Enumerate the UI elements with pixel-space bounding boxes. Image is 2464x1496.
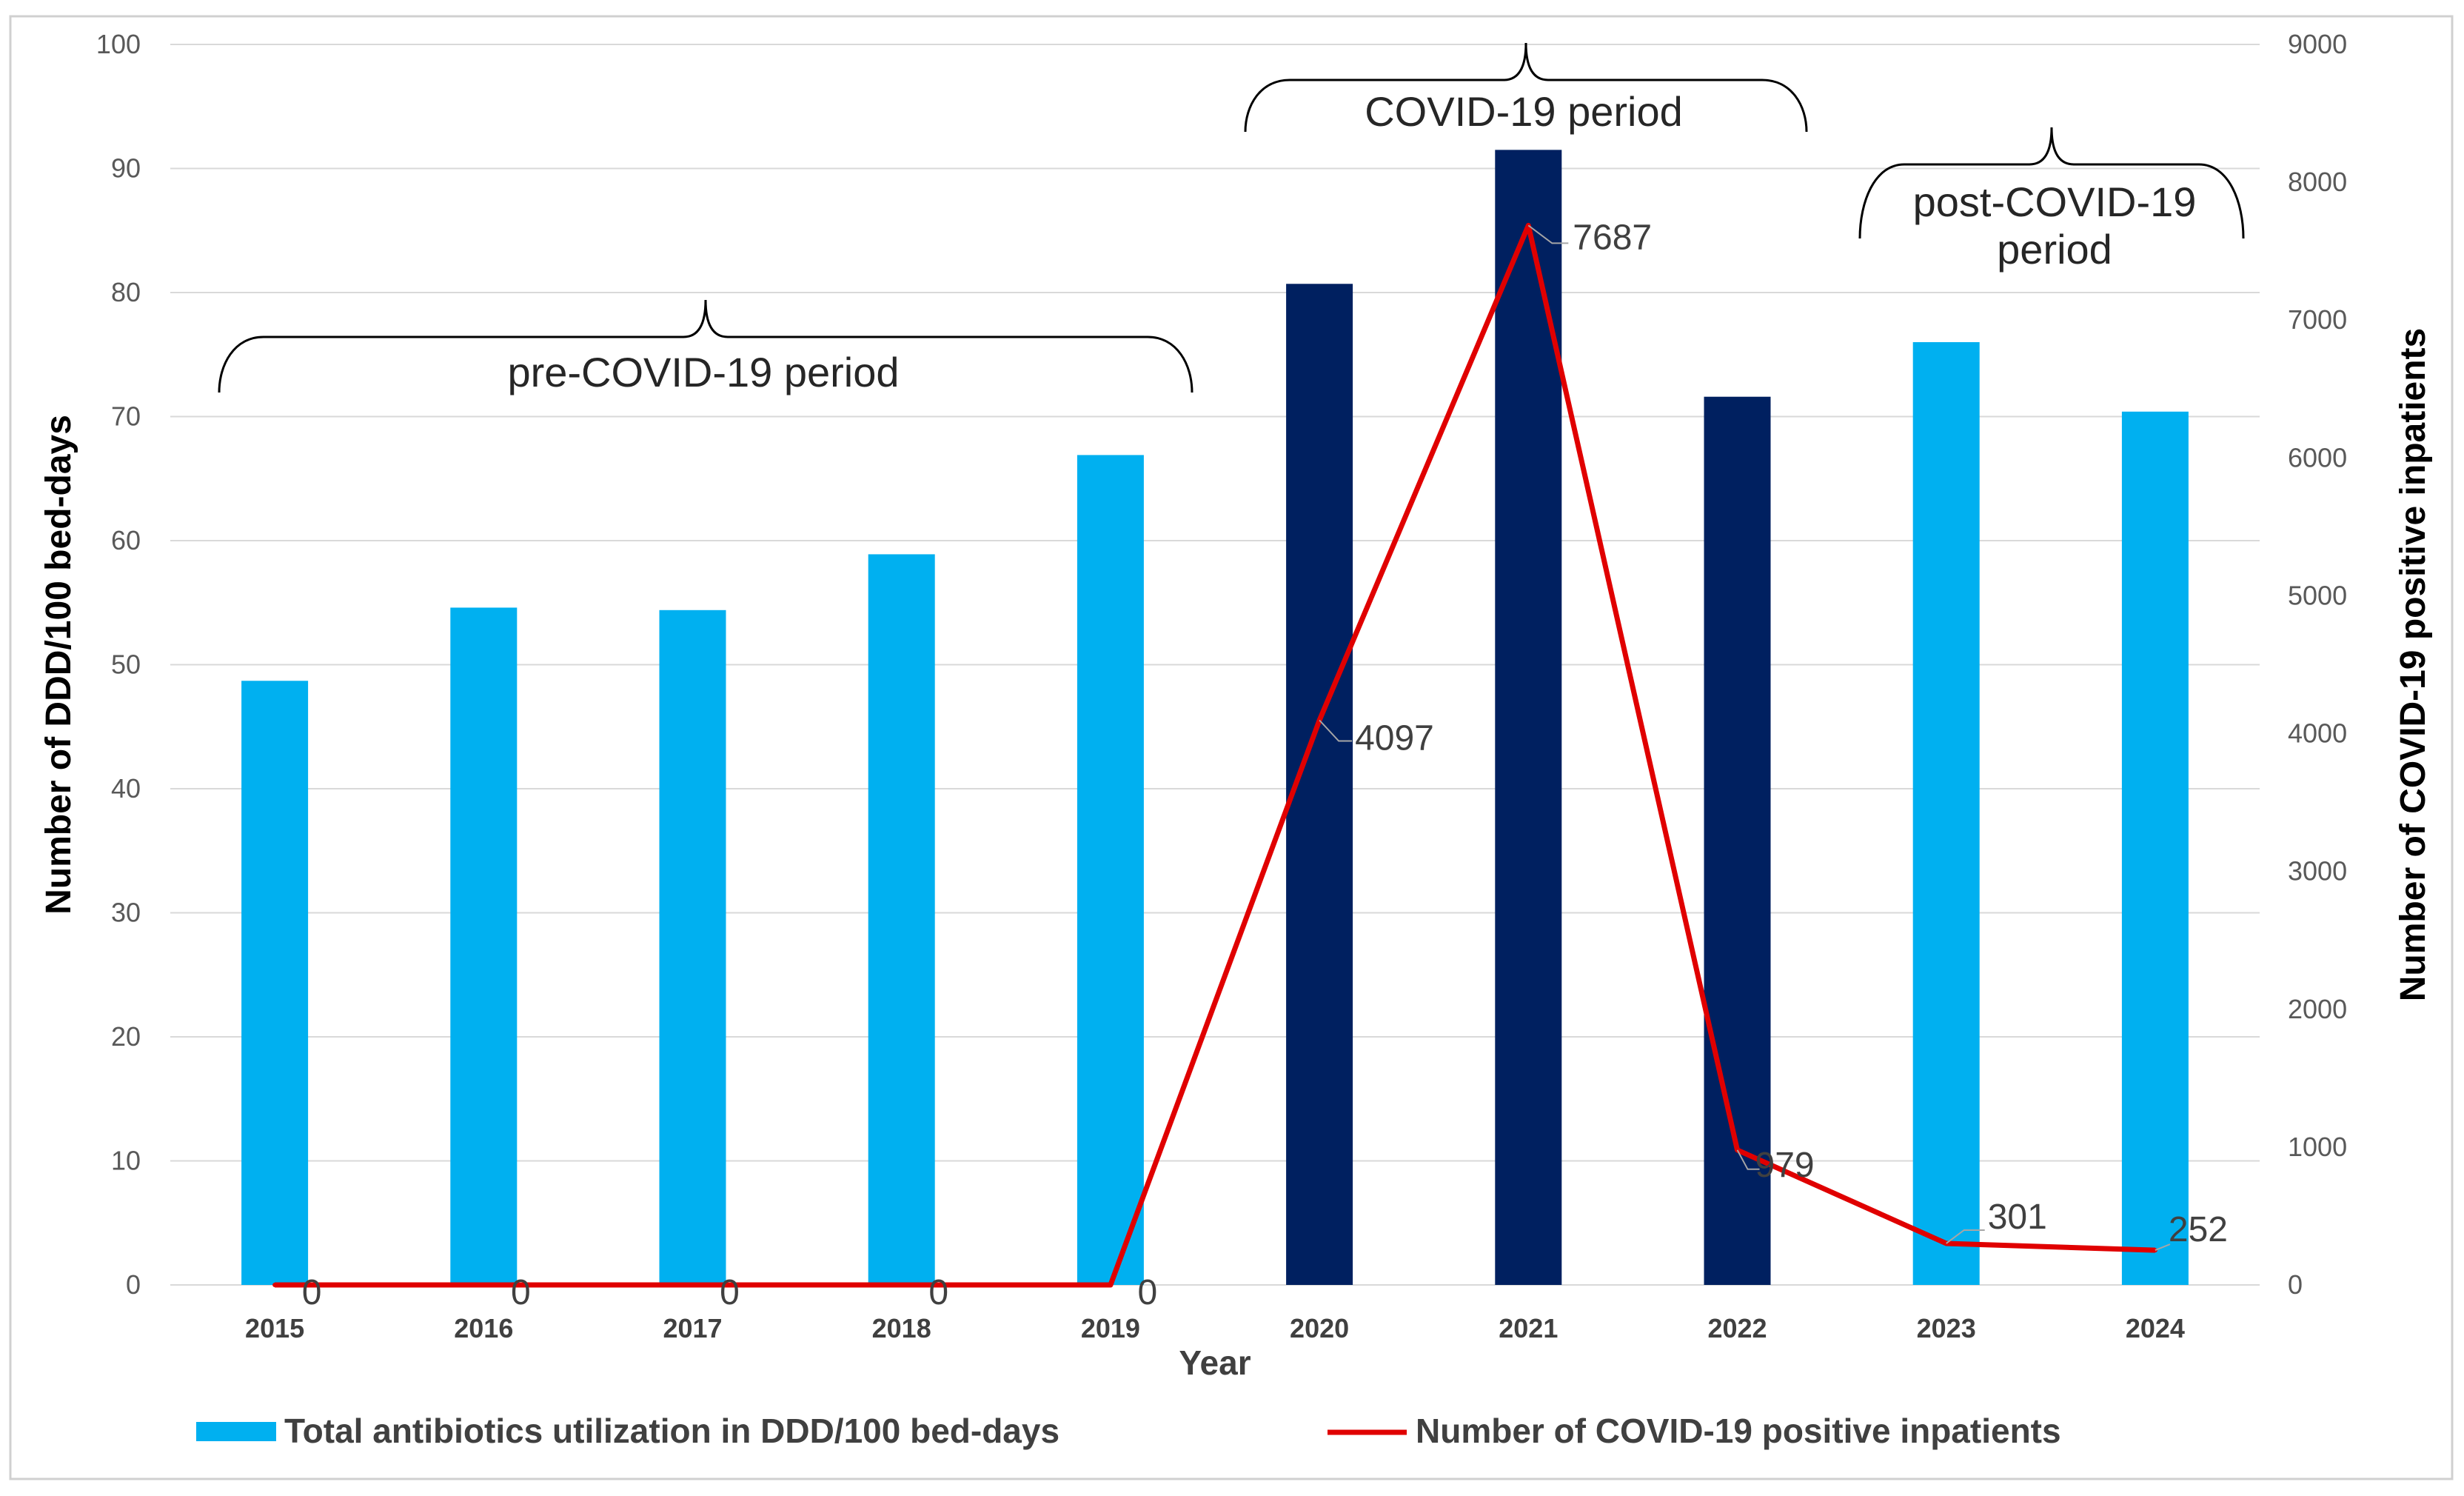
x-axis-title: Year <box>1179 1343 1251 1382</box>
bar-2017 <box>659 610 726 1285</box>
legend-label-bars: Total antibiotics utilization in DDD/100… <box>284 1412 1059 1450</box>
line-series-covid-inpatients <box>275 222 2156 1288</box>
y-tick-label: 20 <box>111 1021 141 1052</box>
line-data-label: 0 <box>1138 1273 1158 1312</box>
y2-tick-label: 5000 <box>2288 580 2347 610</box>
y2-tick-label: 7000 <box>2288 304 2347 335</box>
data-label-leader <box>1319 719 1353 742</box>
line-data-label: 0 <box>928 1273 948 1312</box>
bar-2016 <box>450 607 518 1285</box>
x-tick-label: 2020 <box>1290 1313 1349 1343</box>
y-tick-label: 70 <box>111 401 141 432</box>
x-tick-label: 2018 <box>872 1313 931 1343</box>
line-data-label: 301 <box>1988 1198 2047 1237</box>
legend-swatch-bars <box>196 1422 276 1441</box>
y2-axis-title: Number of COVID-19 positive inpatients <box>2394 328 2433 1001</box>
brace-pre-covid <box>218 299 1194 393</box>
y-tick-label: 40 <box>111 773 141 804</box>
y-tick-label: 50 <box>111 650 141 680</box>
period-label-covid: COVID-19 period <box>1365 88 1683 135</box>
x-tick-label: 2016 <box>454 1313 513 1343</box>
x-tick-label: 2022 <box>1707 1313 1767 1343</box>
bar-2018 <box>868 554 935 1285</box>
line-point-2018 <box>899 1283 904 1287</box>
bar-2019 <box>1077 455 1144 1285</box>
y-tick-label: 100 <box>96 29 141 59</box>
brace-covid <box>1244 42 1808 133</box>
x-tick-label: 2023 <box>1917 1313 1976 1343</box>
x-tick-label: 2017 <box>663 1313 722 1343</box>
line-data-label: 979 <box>1755 1146 1815 1185</box>
data-label-leader <box>1527 224 1569 244</box>
line-point-2017 <box>690 1283 695 1287</box>
y-axis-title: Number of DDD/100 bed-days <box>39 415 78 915</box>
y-tick-label: 10 <box>111 1146 141 1176</box>
y2-tick-label: 4000 <box>2288 718 2347 749</box>
y2-tick-label: 1000 <box>2288 1132 2347 1162</box>
y-tick-label: 30 <box>111 898 141 928</box>
line-data-label: 0 <box>302 1273 322 1312</box>
brace-post-covid <box>1858 127 2245 239</box>
line-data-label: 7687 <box>1573 218 1652 257</box>
line-point-2019 <box>1108 1283 1113 1287</box>
y2-tick-label: 0 <box>2288 1269 2303 1300</box>
line-point-2016 <box>481 1283 486 1287</box>
period-label-pre-covid: pre-COVID-19 period <box>507 349 899 395</box>
legend-label-line: Number of COVID-19 positive inpatients <box>1416 1412 2061 1450</box>
x-tick-label: 2024 <box>2126 1313 2185 1343</box>
period-label-post-covid-line2: period <box>1997 226 2112 273</box>
bar-2015 <box>241 681 309 1285</box>
line-data-label: 252 <box>2169 1210 2228 1249</box>
line-data-label: 4097 <box>1355 719 1434 758</box>
data-label-leader <box>1946 1229 1985 1244</box>
data-label-leader <box>2155 1243 2171 1252</box>
chart-frame <box>9 15 2454 1480</box>
y-tick-label: 0 <box>126 1269 141 1300</box>
bar-2024 <box>2121 411 2189 1285</box>
x-tick-label: 2021 <box>1499 1313 1558 1343</box>
x-tick-label: 2019 <box>1081 1313 1140 1343</box>
y2-tick-label: 3000 <box>2288 856 2347 886</box>
line-point-2015 <box>272 1283 278 1287</box>
line-data-label: 0 <box>720 1273 740 1312</box>
y2-tick-label: 9000 <box>2288 29 2347 59</box>
bar-2022 <box>1704 396 1771 1286</box>
line-data-label: 0 <box>511 1273 531 1312</box>
bar-2021 <box>1495 150 1562 1285</box>
data-label-leader <box>1736 1149 1760 1170</box>
y-tick-label: 90 <box>111 153 141 184</box>
bar-2023 <box>1912 342 1980 1285</box>
period-label-post-covid-line1: post-COVID-19 <box>1913 178 2197 225</box>
y2-tick-label: 6000 <box>2288 442 2347 472</box>
y-tick-label: 60 <box>111 525 141 555</box>
x-tick-label: 2015 <box>245 1313 304 1343</box>
y2-tick-label: 2000 <box>2288 994 2347 1024</box>
y-tick-label: 80 <box>111 277 141 307</box>
y2-tick-label: 8000 <box>2288 167 2347 197</box>
